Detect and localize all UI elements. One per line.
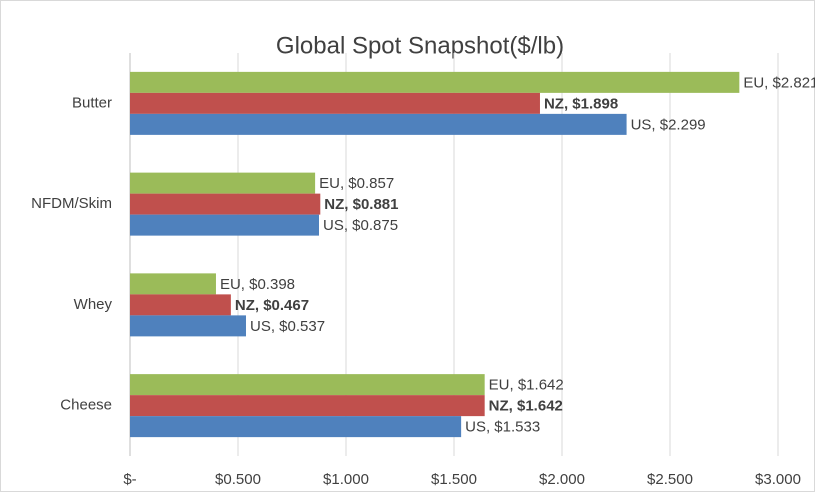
x-tick-label: $1.500 bbox=[431, 471, 477, 488]
bar bbox=[130, 416, 462, 438]
data-label: EU, $2.821 bbox=[743, 74, 815, 91]
data-label: EU, $1.642 bbox=[489, 377, 564, 394]
bar bbox=[130, 193, 321, 215]
data-label: EU, $0.398 bbox=[220, 276, 295, 293]
data-label: US, $1.533 bbox=[465, 419, 540, 436]
data-label: NZ, $1.898 bbox=[544, 95, 618, 112]
data-label: NZ, $0.881 bbox=[324, 196, 398, 213]
chart-title: Global Spot Snapshot($/lb) bbox=[276, 32, 564, 59]
bar bbox=[130, 315, 246, 337]
data-label: NZ, $0.467 bbox=[235, 297, 309, 314]
bar bbox=[130, 71, 740, 93]
bar bbox=[130, 395, 485, 417]
data-label: EU, $0.857 bbox=[319, 175, 394, 192]
x-tick-label: $- bbox=[123, 471, 136, 488]
bar bbox=[130, 374, 485, 396]
bar bbox=[130, 294, 231, 316]
y-tick-label: Butter bbox=[72, 94, 112, 111]
data-label: US, $2.299 bbox=[631, 116, 706, 133]
y-tick-label: Whey bbox=[74, 296, 113, 313]
data-label: US, $0.875 bbox=[323, 217, 398, 234]
bar bbox=[130, 113, 627, 135]
x-tick-label: $2.500 bbox=[647, 471, 693, 488]
y-tick-label: Cheese bbox=[60, 397, 112, 414]
x-tick-label: $3.000 bbox=[755, 471, 801, 488]
data-label: NZ, $1.642 bbox=[489, 398, 563, 415]
data-label: US, $0.537 bbox=[250, 318, 325, 335]
bar bbox=[130, 92, 540, 114]
bar bbox=[130, 172, 316, 194]
x-tick-label: $2.000 bbox=[539, 471, 585, 488]
bar bbox=[130, 273, 216, 295]
y-tick-label: NFDM/Skim bbox=[31, 195, 112, 212]
x-tick-label: $0.500 bbox=[215, 471, 261, 488]
bar bbox=[130, 214, 319, 236]
x-tick-label: $1.000 bbox=[323, 471, 369, 488]
